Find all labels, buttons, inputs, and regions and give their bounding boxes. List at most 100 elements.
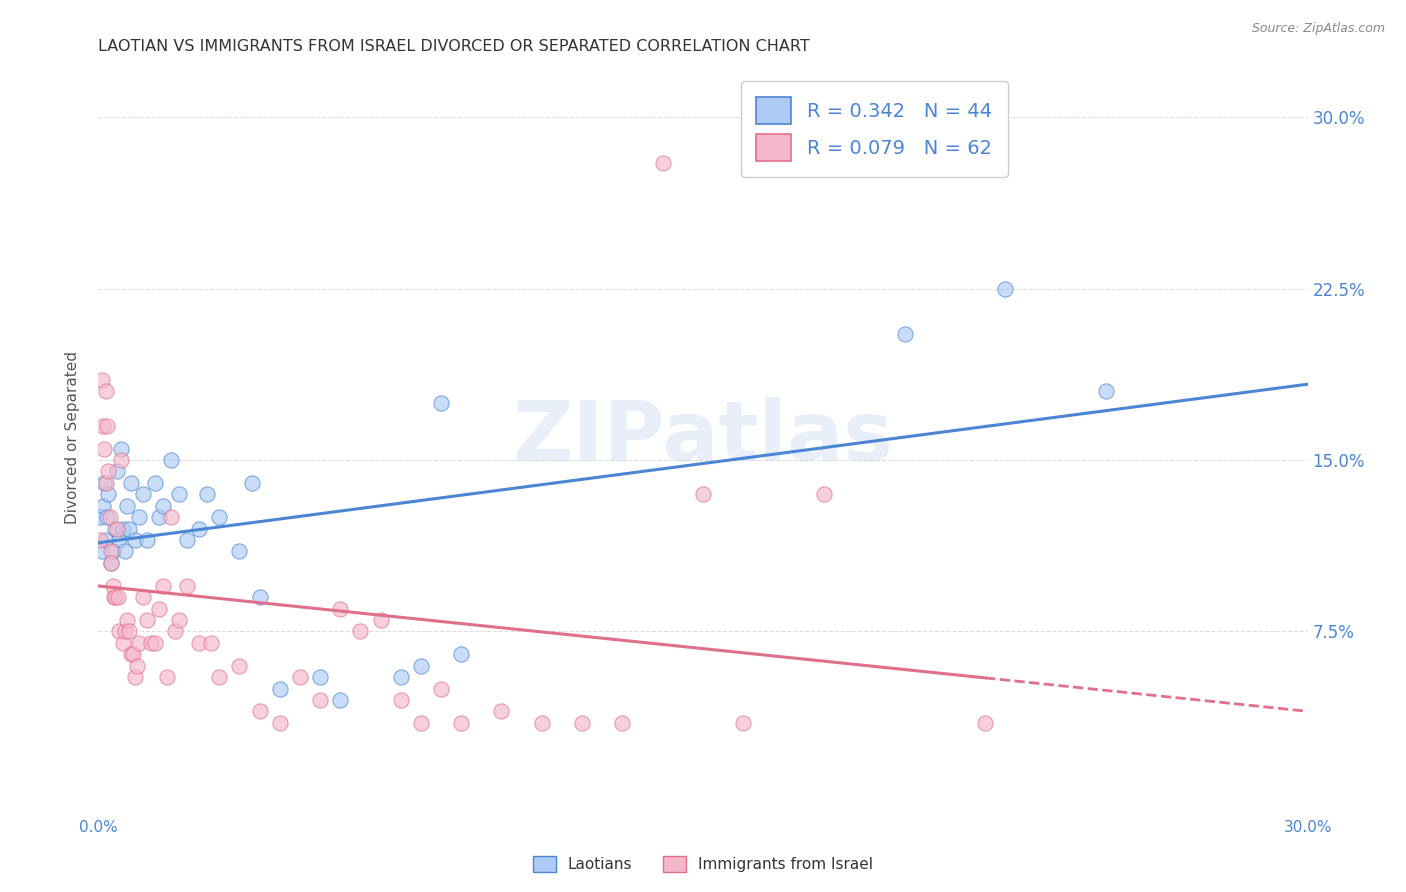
Point xyxy=(329,601,352,615)
Point xyxy=(120,647,142,661)
Point xyxy=(269,681,291,696)
Point xyxy=(98,510,121,524)
Point xyxy=(135,613,157,627)
Point xyxy=(612,715,634,730)
Point xyxy=(163,624,186,639)
Point xyxy=(100,544,122,558)
Point xyxy=(370,613,392,627)
Point xyxy=(128,636,150,650)
Point xyxy=(125,658,148,673)
Point xyxy=(571,715,593,730)
Point xyxy=(135,533,157,547)
Point xyxy=(143,475,166,490)
Point xyxy=(813,487,835,501)
Point xyxy=(89,510,111,524)
Point xyxy=(156,670,179,684)
Point xyxy=(228,544,250,558)
Point xyxy=(329,693,352,707)
Point xyxy=(96,510,118,524)
Point xyxy=(96,384,118,399)
Point xyxy=(240,475,263,490)
Point xyxy=(1095,384,1118,399)
Point xyxy=(132,487,155,501)
Point xyxy=(100,556,122,570)
Point xyxy=(651,156,673,170)
Point xyxy=(409,658,432,673)
Point xyxy=(93,475,115,490)
Point xyxy=(249,590,271,604)
Point xyxy=(111,636,134,650)
Point xyxy=(692,487,714,501)
Point xyxy=(309,670,332,684)
Point xyxy=(167,487,190,501)
Point xyxy=(107,624,129,639)
Point xyxy=(160,510,183,524)
Point xyxy=(91,499,114,513)
Point xyxy=(269,715,291,730)
Point xyxy=(97,487,120,501)
Point xyxy=(120,475,142,490)
Legend: Laotians, Immigrants from Israel: Laotians, Immigrants from Israel xyxy=(526,848,880,880)
Point xyxy=(450,715,472,730)
Point xyxy=(91,418,114,433)
Point xyxy=(139,636,162,650)
Point xyxy=(103,590,125,604)
Point xyxy=(101,579,124,593)
Point xyxy=(152,499,174,513)
Point xyxy=(974,715,997,730)
Point xyxy=(121,647,143,661)
Point xyxy=(160,453,183,467)
Point xyxy=(101,544,124,558)
Point xyxy=(96,418,118,433)
Point xyxy=(309,693,332,707)
Point xyxy=(893,327,915,342)
Point xyxy=(91,544,114,558)
Point xyxy=(195,487,218,501)
Point xyxy=(118,624,141,639)
Text: 0.0%: 0.0% xyxy=(79,820,118,835)
Y-axis label: Divorced or Separated: Divorced or Separated xyxy=(65,351,80,524)
Point xyxy=(733,715,755,730)
Point xyxy=(114,544,136,558)
Point xyxy=(115,499,138,513)
Text: 30.0%: 30.0% xyxy=(1284,820,1331,835)
Point xyxy=(167,613,190,627)
Point xyxy=(491,705,513,719)
Point xyxy=(115,613,138,627)
Point xyxy=(228,658,250,673)
Legend: R = 0.342   N = 44, R = 0.079   N = 62: R = 0.342 N = 44, R = 0.079 N = 62 xyxy=(741,81,1008,177)
Point xyxy=(107,590,129,604)
Point xyxy=(107,533,129,547)
Point xyxy=(118,521,141,535)
Point xyxy=(103,590,125,604)
Point xyxy=(389,670,412,684)
Point xyxy=(450,647,472,661)
Point xyxy=(110,453,132,467)
Text: ZIPatlas: ZIPatlas xyxy=(513,397,893,477)
Point xyxy=(994,281,1017,295)
Point xyxy=(152,579,174,593)
Point xyxy=(176,579,198,593)
Point xyxy=(148,510,170,524)
Point xyxy=(349,624,371,639)
Point xyxy=(143,636,166,650)
Point xyxy=(148,601,170,615)
Point xyxy=(430,681,453,696)
Point xyxy=(288,670,311,684)
Point xyxy=(430,396,453,410)
Point xyxy=(105,464,128,478)
Text: LAOTIAN VS IMMIGRANTS FROM ISRAEL DIVORCED OR SEPARATED CORRELATION CHART: LAOTIAN VS IMMIGRANTS FROM ISRAEL DIVORC… xyxy=(98,38,810,54)
Point xyxy=(128,510,150,524)
Point xyxy=(249,705,271,719)
Text: Source: ZipAtlas.com: Source: ZipAtlas.com xyxy=(1251,22,1385,36)
Point xyxy=(124,670,146,684)
Point xyxy=(132,590,155,604)
Point xyxy=(409,715,432,730)
Point xyxy=(208,670,231,684)
Point xyxy=(124,533,146,547)
Point xyxy=(111,521,134,535)
Point xyxy=(110,442,132,456)
Point xyxy=(93,442,115,456)
Point xyxy=(389,693,412,707)
Point xyxy=(176,533,198,547)
